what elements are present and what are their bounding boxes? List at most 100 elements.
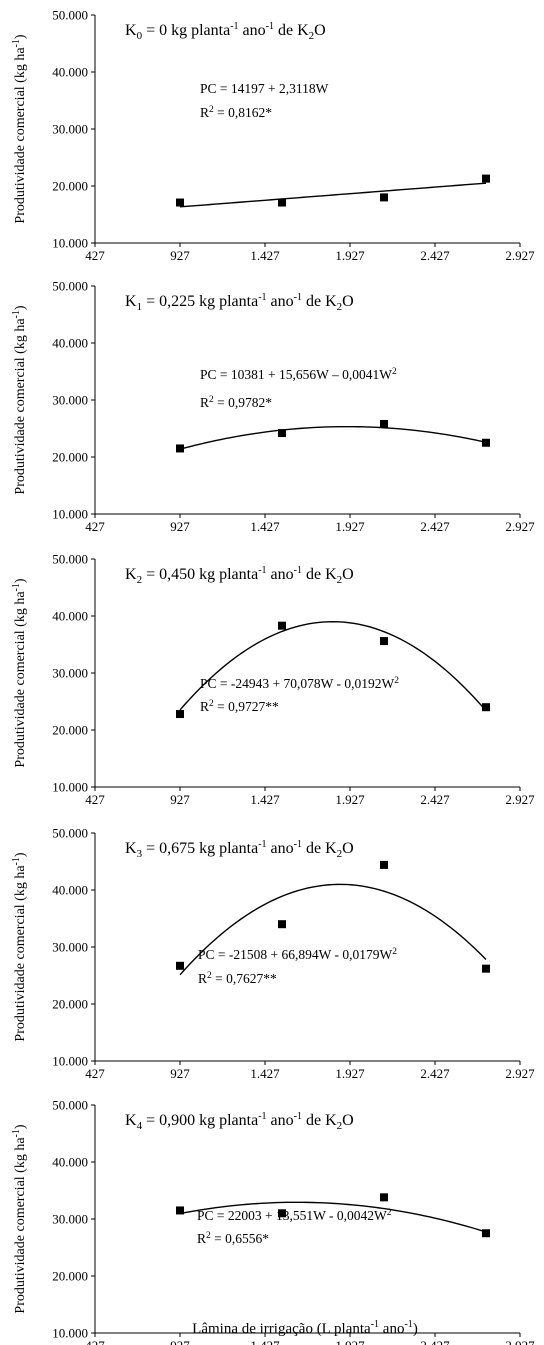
- data-point: [278, 621, 286, 630]
- title-sup2: -1: [294, 565, 302, 576]
- title-mid: ano: [267, 840, 294, 857]
- title-end: de K: [302, 840, 337, 857]
- data-point: [176, 710, 184, 719]
- r-squared-sup: 2: [209, 105, 214, 115]
- r-squared: R2 = 0,9727**: [200, 699, 279, 714]
- y-tick-label: 20.000: [52, 179, 88, 194]
- data-point: [176, 198, 184, 207]
- r-squared-label: R: [197, 1231, 206, 1246]
- x-tick-label: 2.427: [420, 519, 450, 534]
- x-tick-label: 1.927: [335, 519, 365, 534]
- title-o: O: [314, 22, 326, 39]
- y-axis-title-close: ): [13, 578, 28, 583]
- data-point: [482, 964, 490, 973]
- r-squared-value: = 0,8162*: [214, 105, 272, 120]
- regression-equation: PC = -24943 + 70,078W - 0,0192W2: [200, 676, 399, 691]
- title-k: K: [125, 566, 137, 583]
- regression-curve: [179, 620, 487, 712]
- y-tick-label: 10.000: [52, 236, 88, 251]
- title-k-sub: 1: [137, 301, 143, 313]
- r-squared-value: = 0,6556*: [211, 1231, 269, 1246]
- x-tick-label: 2.427: [420, 1338, 450, 1345]
- r-squared-label: R: [198, 971, 207, 986]
- y-tick-label: 50.000: [52, 552, 88, 567]
- y-tick-label: 40.000: [52, 1155, 88, 1170]
- title-k: K: [125, 840, 137, 857]
- title-sup2: -1: [266, 21, 274, 32]
- y-tick-label: 20.000: [52, 997, 88, 1012]
- y-axis-title-close: ): [13, 852, 28, 857]
- title-k: K: [125, 293, 137, 310]
- x-tick-label: 427: [85, 519, 105, 534]
- title-sup1: -1: [258, 839, 266, 850]
- y-axis-title-main: Produtividade comercial (kg ha: [13, 591, 28, 768]
- y-tick-label: 40.000: [52, 65, 88, 80]
- data-point: [380, 1193, 388, 1202]
- y-axis-title-sup: -1: [11, 583, 22, 591]
- y-tick-label: 30.000: [52, 940, 88, 955]
- y-tick-label: 10.000: [52, 780, 88, 795]
- x-tick-label: 2.427: [420, 1066, 450, 1081]
- y-tick-label: 50.000: [52, 279, 88, 294]
- title-sup2: -1: [294, 839, 302, 850]
- r-squared-value: = 0,7627**: [212, 971, 277, 986]
- y-axis-title-main: Produtividade comercial (kg ha: [13, 865, 28, 1042]
- panel-k0: 10.000 20.000 30.000 40.000 50.000 427 927 1.42…: [11, 8, 535, 264]
- regression-equation: PC = -21508 + 66,894W - 0,0179W2: [198, 947, 397, 962]
- regression-curve: [179, 1201, 487, 1233]
- x-tick-label: 2.427: [420, 792, 450, 807]
- regression-equation: PC = 10381 + 15,656W – 0,0041W2: [200, 367, 397, 382]
- title-k-sub: 3: [137, 848, 143, 860]
- y-tick-label: 40.000: [52, 609, 88, 624]
- r-squared: R2 = 0,6556*: [197, 1231, 269, 1246]
- title-k2o-sub: 2: [337, 1120, 343, 1132]
- r-squared-label: R: [200, 395, 209, 410]
- y-axis-title-sup: -1: [11, 857, 22, 865]
- x-tick-label: 2.927: [505, 519, 535, 534]
- y-tick-label: 40.000: [52, 883, 88, 898]
- r-squared: R2 = 0,7627**: [198, 971, 277, 986]
- x-tick-label: 2.927: [505, 792, 535, 807]
- title-mid: ano: [267, 293, 294, 310]
- x-tick-label: 427: [85, 248, 105, 263]
- y-tick-label: 30.000: [52, 1212, 88, 1227]
- title-k2o-sub: 2: [337, 848, 343, 860]
- x-tick-label: 427: [85, 792, 105, 807]
- x-tick-label: 2.927: [505, 1338, 535, 1345]
- title-k: K: [125, 22, 137, 39]
- panel-k2: 10.000 20.000 30.000 40.000 50.000 427 927 1.42…: [11, 552, 535, 808]
- title-end: de K: [302, 293, 337, 310]
- title-end: de K: [302, 566, 337, 583]
- y-axis-title-sup: -1: [11, 1129, 22, 1137]
- title-mid: ano: [267, 566, 294, 583]
- y-axis-title-close: ): [13, 34, 28, 39]
- x-axis-title-sup1: -1: [371, 1319, 379, 1330]
- title-rate: = 0,675 kg planta: [142, 840, 258, 857]
- y-axis-title-main: Produtividade comercial (kg ha: [13, 318, 28, 495]
- y-tick-label: 10.000: [52, 507, 88, 522]
- y-axis-title: Produtividade comercial (kg ha-1): [11, 305, 28, 494]
- equation-sup: 2: [394, 676, 399, 686]
- r-squared-sup: 2: [207, 971, 212, 981]
- x-axis-title: Lâmina de irrigação (L planta-1 ano-1): [192, 1319, 418, 1337]
- data-point: [482, 174, 490, 183]
- y-axis-title-close: ): [13, 1124, 28, 1129]
- y-axis-title: Produtividade comercial (kg ha-1): [11, 34, 28, 223]
- r-squared-value: = 0,9727**: [214, 699, 279, 714]
- data-point: [482, 438, 490, 447]
- title-sup1: -1: [258, 1111, 266, 1122]
- y-tick-label: 30.000: [52, 393, 88, 408]
- title-mid: ano: [239, 22, 266, 39]
- y-tick-label: 40.000: [52, 336, 88, 351]
- y-axis-title-main: Produtividade comercial (kg ha: [13, 1137, 28, 1314]
- x-tick-label: 1.427: [250, 1066, 280, 1081]
- x-tick-label: 1.927: [335, 1338, 365, 1345]
- title-o: O: [342, 1112, 354, 1129]
- panel-k3: 10.000 20.000 30.000 40.000 50.000 427 927 1.42…: [11, 826, 535, 1082]
- x-tick-label: 1.427: [250, 792, 280, 807]
- data-point: [278, 429, 286, 438]
- x-tick-label: 1.927: [335, 1066, 365, 1081]
- y-tick-label: 10.000: [52, 1326, 88, 1341]
- x-axis-title-mid: ano: [379, 1321, 404, 1337]
